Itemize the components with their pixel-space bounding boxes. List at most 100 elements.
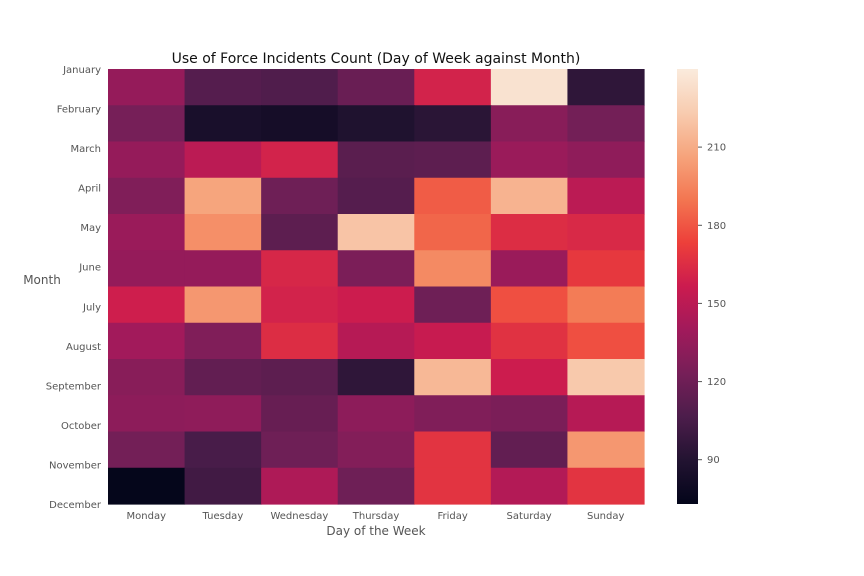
heatmap-cell — [184, 214, 262, 251]
heatmap-cell — [567, 250, 645, 288]
heatmap-cell — [414, 141, 492, 179]
heatmap-cell — [490, 395, 569, 433]
y-tick-label: September — [46, 381, 102, 392]
heatmap-cell — [490, 322, 569, 360]
heatmap-cell — [414, 359, 492, 396]
heatmap-cell — [414, 431, 492, 469]
heatmap-cell — [108, 250, 186, 288]
heatmap-cell — [414, 69, 492, 106]
heatmap-cell — [337, 250, 415, 288]
heatmap-cell — [184, 250, 262, 288]
heatmap-cell — [567, 177, 645, 215]
heatmap-cell — [414, 286, 492, 324]
heatmap-cell — [261, 359, 339, 396]
colorbar-tick-label: 180 — [707, 221, 726, 232]
heatmap-cell — [261, 105, 339, 143]
heatmap-cell — [567, 359, 645, 396]
heatmap-cell — [337, 105, 415, 143]
heatmap-cell — [261, 286, 339, 324]
heatmap-cell — [108, 322, 186, 360]
heatmap-cell — [108, 359, 186, 396]
heatmap-cell — [184, 467, 262, 505]
heatmap-cell — [184, 431, 262, 469]
heatmap-cell — [184, 286, 262, 324]
y-tick-label: February — [57, 105, 101, 116]
heatmap-cell — [261, 322, 339, 360]
y-tick-label: October — [61, 421, 102, 432]
heatmap-cell — [184, 359, 262, 396]
colorbar-tick-label: 150 — [707, 299, 726, 310]
y-tick-label: November — [49, 461, 102, 472]
heatmap-cell — [261, 431, 339, 469]
heatmap-cell — [337, 214, 415, 251]
y-tick-label: June — [78, 263, 101, 274]
heatmap-cell — [490, 250, 569, 288]
heatmap-cell — [490, 467, 569, 505]
heatmap-cell — [414, 395, 492, 433]
heatmap-cell — [184, 395, 262, 433]
heatmap-cell — [108, 69, 186, 106]
y-tick-label: August — [66, 342, 101, 353]
y-tick-label: March — [71, 144, 101, 155]
heatmap-cell — [414, 105, 492, 143]
heatmap-cell — [490, 69, 569, 106]
heatmap-cell — [490, 214, 569, 251]
heatmap-cell — [567, 141, 645, 179]
heatmap-cell — [567, 322, 645, 360]
heatmap-cell — [337, 69, 415, 106]
heatmap-cell — [261, 395, 339, 433]
heatmap-cell — [490, 286, 569, 324]
heatmap-cell — [108, 286, 186, 324]
chart-title: Use of Force Incidents Count (Day of Wee… — [172, 51, 581, 67]
y-tick-label: April — [78, 184, 101, 195]
heatmap-cell — [337, 286, 415, 324]
heatmap-cell — [567, 286, 645, 324]
heatmap-cell — [414, 214, 492, 251]
x-tick-label: Monday — [127, 511, 167, 522]
y-axis-label: Month — [23, 273, 61, 287]
heatmap-cell — [184, 141, 262, 179]
heatmap-cell — [337, 177, 415, 215]
heatmap-cells — [108, 69, 645, 505]
x-tick-label: Sunday — [587, 511, 624, 522]
heatmap-cell — [184, 105, 262, 143]
heatmap-cell — [414, 467, 492, 505]
x-tick-label: Saturday — [507, 511, 552, 522]
x-tick-label: Wednesday — [270, 511, 328, 522]
heatmap-cell — [261, 141, 339, 179]
heatmap-cell — [108, 467, 186, 505]
heatmap-cell — [108, 141, 186, 179]
heatmap-cell — [108, 105, 186, 143]
heatmap-cell — [184, 69, 262, 106]
x-axis-label: Day of the Week — [326, 524, 425, 538]
heatmap-cell — [567, 395, 645, 433]
heatmap-cell — [567, 467, 645, 505]
colorbar — [677, 69, 698, 504]
heatmap-cell — [337, 141, 415, 179]
y-tick-label: May — [80, 223, 101, 234]
heatmap-cell — [414, 250, 492, 288]
heatmap-cell — [184, 177, 262, 215]
colorbar-tick-label: 210 — [707, 143, 726, 154]
heatmap-cell — [490, 177, 569, 215]
heatmap-cell — [337, 395, 415, 433]
y-tick-label: July — [82, 302, 101, 313]
heatmap-cell — [567, 214, 645, 251]
heatmap-cell — [108, 431, 186, 469]
colorbar-ticks: 90 120 150 180 210 — [698, 143, 726, 466]
heatmap-cell — [261, 250, 339, 288]
x-tick-labels: Monday Tuesday Wednesday Thursday Friday Satu… — [127, 511, 625, 522]
colorbar-tick-label: 90 — [707, 455, 720, 466]
heatmap-cell — [490, 141, 569, 179]
heatmap-cell — [337, 322, 415, 360]
heatmap-cell — [414, 322, 492, 360]
y-tick-label: January — [62, 65, 101, 76]
heatmap-cell — [567, 69, 645, 106]
heatmap-cell — [184, 322, 262, 360]
heatmap-cell — [108, 214, 186, 251]
heatmap-cell — [490, 105, 569, 143]
heatmap-cell — [108, 177, 186, 215]
colorbar-tick-label: 120 — [707, 377, 726, 388]
x-tick-label: Friday — [437, 511, 467, 522]
